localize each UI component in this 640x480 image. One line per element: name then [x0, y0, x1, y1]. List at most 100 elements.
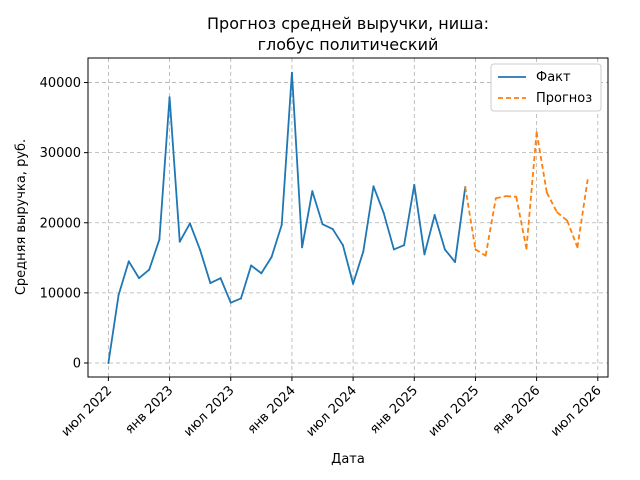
y-axis: 0 10000 20000 30000 40000 [40, 76, 88, 371]
data-point [291, 71, 293, 74]
line-segment [250, 264, 263, 275]
chart-title-line-1: Прогноз средней выручки, ниша: [207, 14, 489, 33]
data-point [484, 254, 487, 257]
data-point [515, 195, 518, 198]
line-segment [331, 228, 344, 247]
data-point [168, 96, 171, 99]
line-segment [107, 294, 120, 364]
x-tick-label: янв 2023 [123, 383, 177, 437]
line-segment [576, 179, 589, 248]
line-segment [423, 214, 436, 256]
data-point [454, 261, 456, 263]
line-segment [168, 96, 181, 243]
series-prognoz [464, 131, 589, 257]
data-point [321, 223, 324, 226]
line-segment [372, 185, 385, 214]
data-point [127, 260, 130, 263]
y-tick-label: 30000 [40, 146, 81, 161]
x-tick-label: июл 2022 [59, 383, 116, 440]
x-tick-label: июл 2023 [181, 383, 238, 440]
data-point [219, 277, 222, 280]
x-tick-label: янв 2025 [367, 383, 421, 437]
data-point [138, 277, 140, 280]
data-point [250, 264, 253, 267]
data-point [270, 256, 273, 259]
line-segment [474, 248, 487, 257]
series-fakt [107, 71, 467, 364]
line-segment [219, 277, 232, 304]
data-point [586, 179, 589, 181]
data-point [148, 268, 151, 271]
line-segment [392, 244, 405, 251]
y-axis-label: Средняя выручка, руб. [14, 139, 29, 295]
line-segment [189, 222, 202, 252]
data-point [556, 211, 558, 214]
data-point [566, 219, 569, 222]
line-segment [199, 249, 212, 284]
data-point [199, 249, 202, 252]
data-point [423, 253, 426, 256]
data-point [392, 248, 395, 251]
line-segment [525, 132, 538, 249]
line-segment [413, 183, 426, 256]
line-segment [321, 223, 334, 230]
x-tick-label: июл 2025 [426, 383, 483, 440]
line-segment [454, 186, 467, 263]
series-group [107, 71, 589, 364]
plot-frame [87, 57, 609, 378]
data-point [352, 282, 354, 285]
line-segment [556, 211, 568, 222]
line-segment [566, 220, 579, 248]
x-tick-label: янв 2024 [245, 383, 299, 437]
data-point [362, 250, 365, 253]
line-segment [260, 256, 273, 275]
data-point [494, 197, 497, 200]
line-segment [178, 222, 191, 243]
data-point [443, 248, 446, 251]
line-segment [148, 238, 161, 271]
data-point [301, 246, 304, 249]
line-segment [280, 71, 293, 226]
y-tick-label: 10000 [40, 286, 81, 301]
legend-prognoz-label: Прогноз [536, 91, 592, 106]
data-point [260, 272, 263, 275]
x-tick-label: июл 2024 [303, 383, 360, 440]
line-segment [505, 195, 517, 198]
data-point [403, 244, 405, 247]
line-segment [270, 223, 283, 259]
line-segment [311, 190, 324, 226]
data-point [382, 212, 385, 214]
line-segment [403, 183, 416, 247]
y-tick-label: 20000 [40, 216, 81, 231]
line-segment [495, 195, 507, 200]
y-tick-label: 0 [73, 356, 81, 371]
line-segment [229, 297, 242, 304]
data-point [372, 185, 375, 188]
line-segment [484, 198, 497, 256]
data-point [189, 222, 191, 225]
data-point [505, 195, 507, 198]
data-point [229, 301, 232, 304]
data-point [331, 228, 334, 230]
line-segment [240, 264, 253, 300]
line-segment [158, 96, 171, 241]
data-point [413, 183, 416, 186]
data-point [342, 244, 344, 247]
line-segment [117, 260, 130, 296]
line-segment [127, 260, 140, 280]
line-segment [515, 196, 528, 249]
x-tick-label: июл 2026 [548, 383, 605, 440]
legend-fakt-label: Факт [536, 70, 571, 85]
line-segment [433, 214, 446, 251]
line-segment [382, 212, 395, 251]
data-point [107, 362, 110, 364]
data-point [535, 131, 538, 134]
data-point [576, 246, 579, 249]
line-segment [138, 268, 151, 280]
grid [88, 58, 608, 377]
line-segment [209, 277, 222, 284]
data-point [311, 190, 314, 193]
line-segment [443, 248, 456, 263]
y-tick-label: 40000 [40, 76, 81, 91]
